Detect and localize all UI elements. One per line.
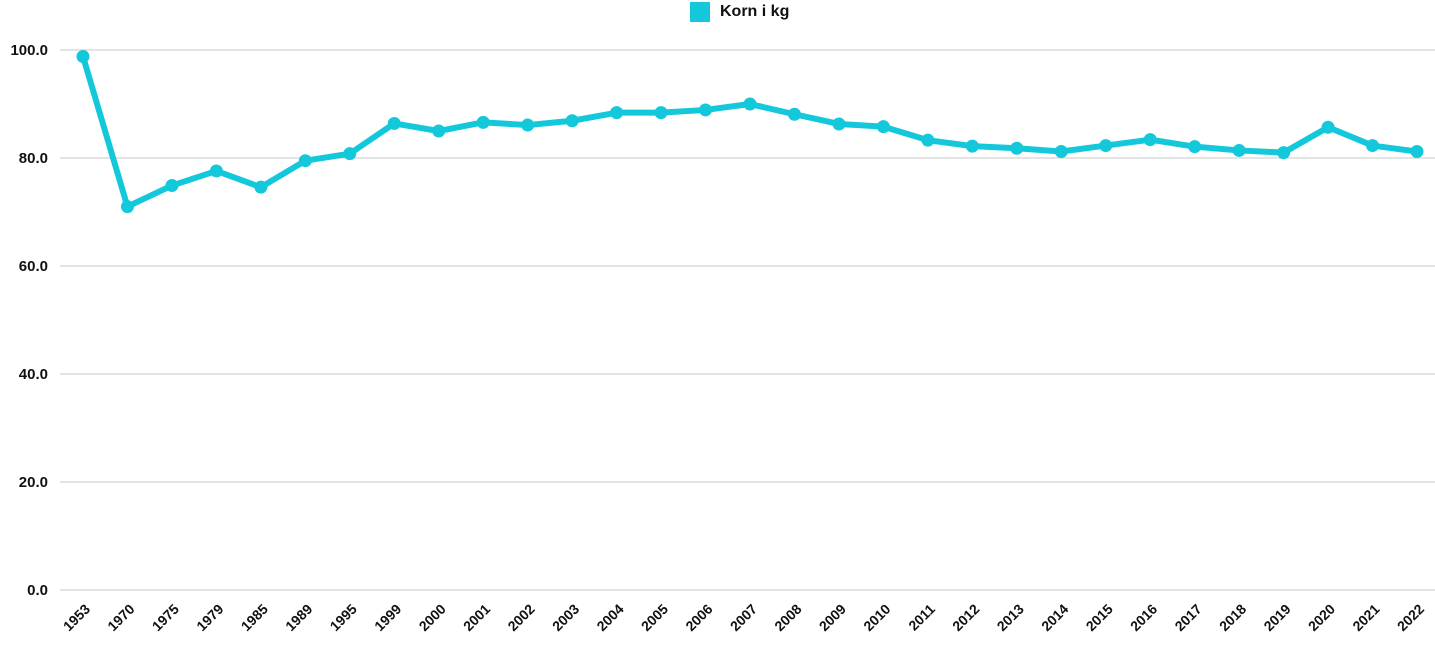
y-tick-label: 40.0	[19, 366, 48, 383]
legend-swatch	[690, 2, 710, 22]
data-point	[209, 164, 223, 178]
x-tick-label: 2000	[416, 601, 449, 634]
x-tick-label: 1953	[60, 601, 93, 634]
x-tick-label: 1989	[282, 601, 315, 634]
data-point	[832, 117, 846, 131]
x-tick-label: 1970	[104, 601, 137, 634]
data-point	[298, 154, 312, 168]
x-tick-label: 2008	[771, 601, 804, 634]
data-point	[120, 200, 134, 214]
data-point	[1099, 139, 1113, 153]
x-tick-label: 2010	[860, 601, 893, 634]
data-point	[387, 116, 401, 130]
data-point	[565, 114, 579, 128]
data-point	[921, 133, 935, 147]
data-point	[1054, 145, 1068, 159]
data-point	[343, 147, 357, 161]
data-point	[1010, 141, 1024, 155]
data-point	[876, 120, 890, 134]
x-tick-label: 2007	[727, 601, 760, 634]
data-point	[521, 118, 535, 132]
data-point	[654, 106, 668, 120]
data-point	[1232, 143, 1246, 157]
data-point	[76, 49, 90, 63]
x-tick-label: 2021	[1349, 601, 1382, 634]
x-tick-label: 2014	[1038, 601, 1071, 634]
x-tick-label: 1975	[149, 601, 182, 634]
x-tick-label: 1979	[193, 601, 226, 634]
y-tick-label: 60.0	[19, 258, 48, 275]
series-line	[80, 53, 1420, 210]
data-point	[432, 124, 446, 138]
data-point	[476, 115, 490, 129]
y-tick-label: 0.0	[27, 582, 48, 599]
data-point	[1143, 133, 1157, 147]
data-point	[1277, 146, 1291, 160]
data-point	[699, 103, 713, 117]
data-point	[965, 139, 979, 153]
data-point	[1410, 145, 1424, 159]
x-tick-label: 2003	[549, 601, 582, 634]
x-tick-label: 2006	[682, 601, 715, 634]
legend: Korn i kg	[690, 0, 789, 24]
x-tick-label: 2016	[1127, 601, 1160, 634]
x-tick-label: 2009	[816, 601, 849, 634]
x-tick-label: 2001	[460, 601, 493, 634]
x-tick-label: 2012	[949, 601, 982, 634]
x-tick-label: 2013	[994, 601, 1027, 634]
x-tick-label: 2011	[905, 601, 938, 634]
x-tick-label: 2004	[593, 601, 626, 634]
y-tick-label: 80.0	[19, 150, 48, 167]
x-tick-label: 1995	[327, 601, 360, 634]
x-tick-label: 1999	[371, 601, 404, 634]
x-tick-label: 2017	[1171, 601, 1204, 634]
data-point	[1366, 139, 1380, 153]
y-tick-label: 20.0	[19, 474, 48, 491]
data-point	[610, 106, 624, 120]
y-tick-label: 100.0	[10, 42, 48, 59]
data-point	[165, 179, 179, 193]
x-tick-label: 2005	[638, 601, 671, 634]
data-point	[1188, 140, 1202, 154]
data-point	[787, 107, 801, 121]
data-point	[743, 97, 757, 111]
legend-label: Korn i kg	[720, 3, 790, 20]
x-tick-label: 2015	[1083, 601, 1116, 634]
x-tick-label: 2002	[504, 601, 537, 634]
data-point	[1321, 120, 1335, 134]
data-point	[254, 180, 268, 194]
x-tick-label: 2018	[1216, 601, 1249, 634]
x-tick-label: 2020	[1305, 601, 1338, 634]
x-tick-label: 1985	[238, 601, 271, 634]
x-tick-label: 2019	[1260, 601, 1293, 634]
x-tick-label: 2022	[1394, 601, 1427, 634]
